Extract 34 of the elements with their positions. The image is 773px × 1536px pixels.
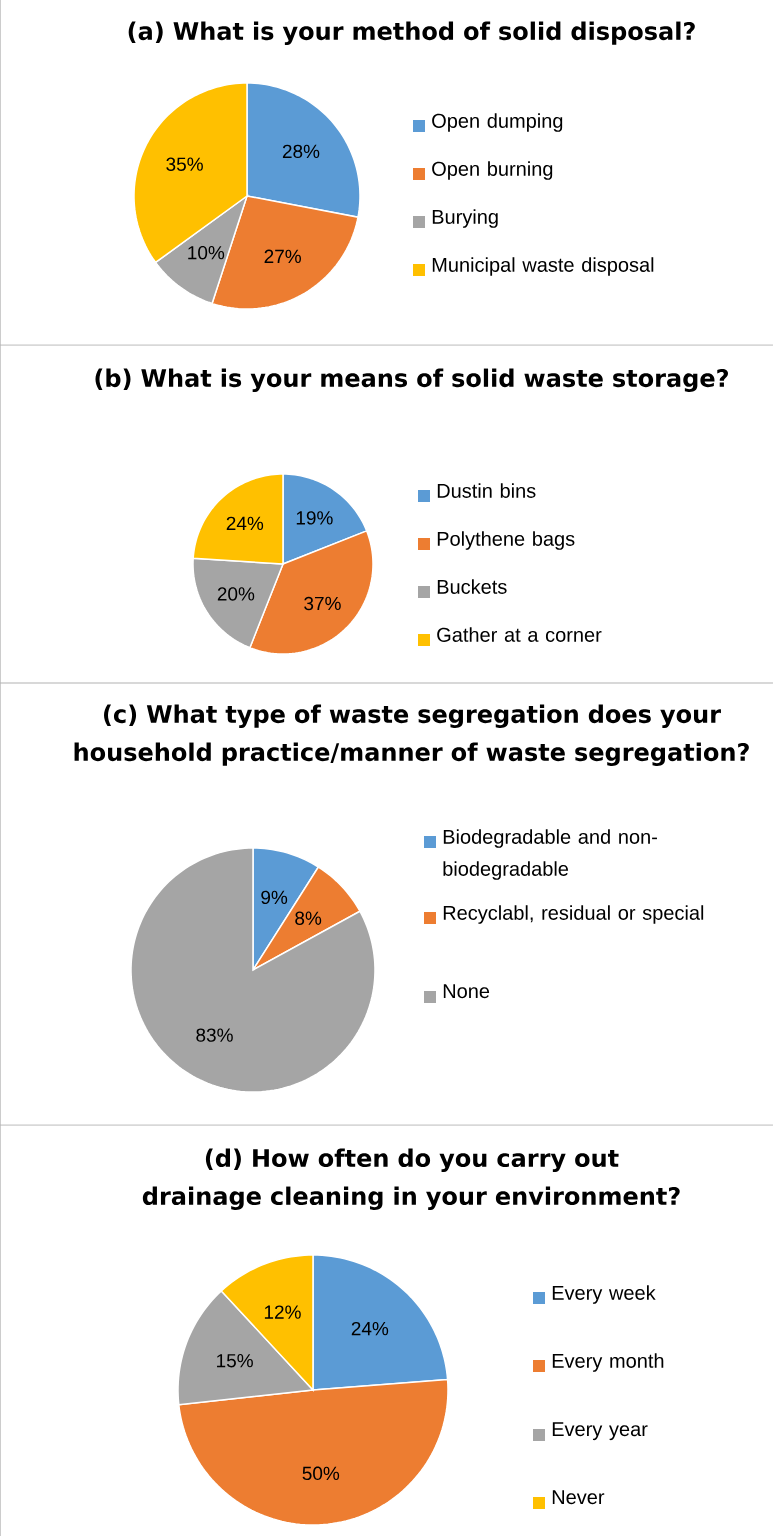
data-label: 24% [226,516,264,531]
data-label: 8% [295,911,322,925]
chart-title: (c) What type of waste segregation does your household practice/manner of waste segregation? [74,704,749,766]
chart-title: (a) What is your method of solid disposal? [128,21,695,45]
legend-label: Gather at a corner [437,627,602,642]
legend-label: Every year [552,1422,648,1441]
legend-label: Polythene bags [437,531,575,550]
data-label: 20% [217,587,255,601]
chart-title: (d) How often do you carry out drainage cleaning in your environment? [142,1148,680,1210]
legend-label: Open burning [432,161,553,180]
data-label: 15% [217,1354,253,1368]
legend-label: Recyclabl, residual or special [443,905,704,924]
legend-label: Every month [552,1353,664,1372]
legend-label: Biodegradable and non-biodegradable [443,829,657,880]
data-label: 9% [261,890,288,905]
data-label: 10% [188,245,225,260]
data-label: 50% [302,1466,340,1481]
data-label: 24% [351,1321,389,1336]
legend-label: Municipal waste disposal [432,257,654,276]
data-label: 37% [304,596,341,611]
legend-label: Buckets [437,579,507,594]
data-label: 27% [264,249,301,263]
legend-label: Dustin bins [437,483,536,498]
data-label: 28% [282,144,320,159]
legend-label: Never [552,1490,605,1505]
data-label: 83% [196,1028,233,1042]
legend-label: Burying [432,209,498,228]
data-label: 12% [264,1305,301,1319]
legend-label: None [443,984,490,999]
data-label: 19% [296,511,333,525]
data-label: 35% [166,157,203,171]
legend-label: Every week [552,1285,656,1304]
legend-label: Open dumping [432,113,563,132]
chart-title: (b) What is your means of solid waste storage? [95,368,728,392]
